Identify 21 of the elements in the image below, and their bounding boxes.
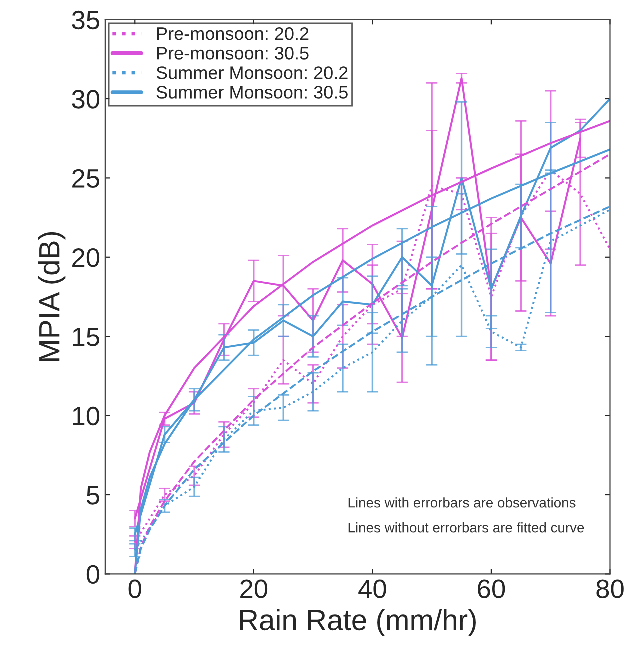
legend-label: Summer Monsoon: 30.5: [156, 86, 348, 99]
x-tick-label: 80: [596, 580, 624, 598]
y-tick-label: 20: [72, 248, 100, 268]
legend-label: Pre-monsoon: 20.2: [157, 28, 309, 40]
y-tick-label: 0: [86, 565, 100, 584]
y-axis-title: MPIA (dB): [38, 232, 66, 362]
y-tick-label: 5: [86, 486, 100, 505]
x-tick-label: 20: [240, 580, 268, 598]
y-tick-label: 35: [72, 10, 100, 30]
annotation: Lines without errorbars are fitted curve: [348, 522, 584, 533]
y-tick-label: 30: [72, 90, 100, 109]
x-tick-label: 40: [358, 580, 386, 598]
y-tick-label: 15: [73, 328, 100, 346]
legend-label: Summer Monsoon: 20.2: [156, 66, 348, 80]
legend-label: Pre-monsoon: 30.5: [157, 47, 309, 60]
x-tick-label: 0: [128, 580, 142, 598]
y-tick-label: 10: [73, 406, 100, 426]
x-axis-title: Rain Rate (mm/hr): [240, 609, 476, 636]
y-tick-label: 25: [72, 169, 100, 188]
annotation: Lines with errorbars are observations: [348, 498, 576, 508]
x-tick-label: 60: [478, 580, 506, 598]
